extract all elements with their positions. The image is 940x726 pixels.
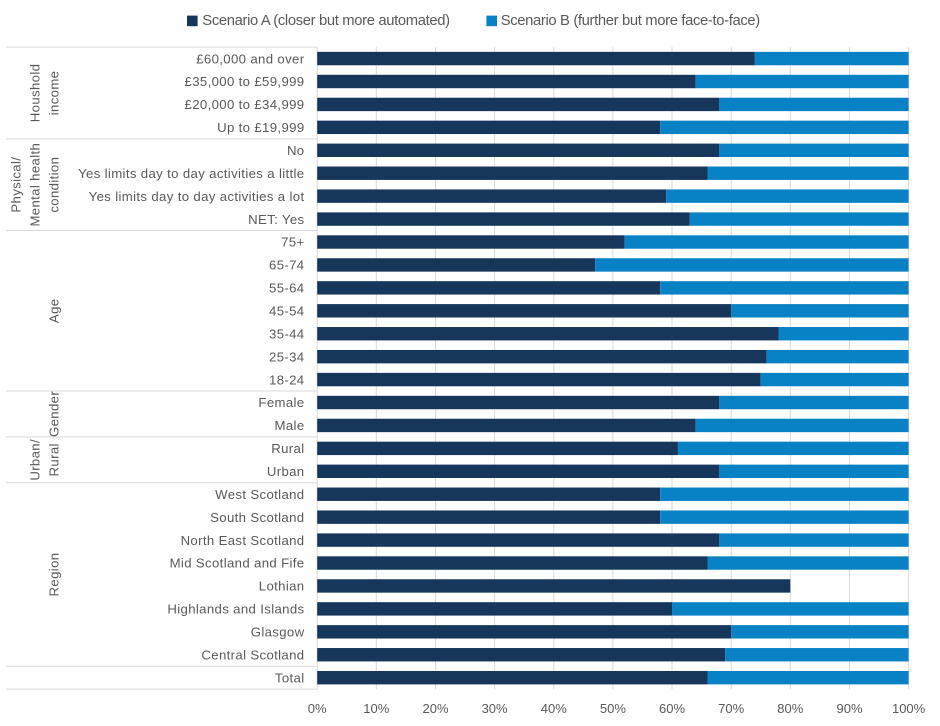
svg-text:35-44: 35-44 xyxy=(269,326,304,341)
svg-text:50%: 50% xyxy=(600,701,626,716)
svg-text:Age: Age xyxy=(47,299,62,324)
svg-text:Mental health: Mental health xyxy=(28,143,43,227)
svg-text:18-24: 18-24 xyxy=(269,372,304,387)
svg-text:45-54: 45-54 xyxy=(269,304,304,319)
svg-text:65-74: 65-74 xyxy=(269,258,304,273)
svg-text:Urban: Urban xyxy=(267,464,305,479)
svg-text:100%: 100% xyxy=(892,701,926,716)
svg-text:Highlands and Islands: Highlands and Islands xyxy=(167,602,304,617)
svg-text:£20,000 to £34,999: £20,000 to £34,999 xyxy=(185,97,305,112)
svg-text:Rural: Rural xyxy=(47,443,62,476)
svg-text:Male: Male xyxy=(275,418,305,433)
svg-text:30%: 30% xyxy=(482,701,508,716)
svg-text:NET: Yes: NET: Yes xyxy=(248,212,304,227)
svg-text:Scenario B (further but more f: Scenario B (further but more face-to-fac… xyxy=(501,13,761,29)
svg-text:Yes limits day to day activiti: Yes limits day to day activities a lot xyxy=(89,189,305,204)
svg-text:No: No xyxy=(287,143,305,158)
svg-text:80%: 80% xyxy=(777,701,803,716)
svg-text:40%: 40% xyxy=(541,701,567,716)
svg-text:Up to £19,999: Up to £19,999 xyxy=(217,120,304,135)
svg-text:Region: Region xyxy=(47,553,62,597)
svg-text:60%: 60% xyxy=(659,701,685,716)
svg-text:90%: 90% xyxy=(836,701,862,716)
svg-text:25-34: 25-34 xyxy=(269,349,304,364)
svg-text:75+: 75+ xyxy=(281,235,304,250)
svg-text:Physical/: Physical/ xyxy=(9,157,24,213)
svg-text:0%: 0% xyxy=(308,701,327,716)
svg-text:55-64: 55-64 xyxy=(269,281,304,296)
svg-text:Gender: Gender xyxy=(47,391,62,437)
svg-text:Yes limits day to day activiti: Yes limits day to day activities a littl… xyxy=(78,166,304,181)
svg-text:10%: 10% xyxy=(363,701,389,716)
svg-text:Female: Female xyxy=(258,395,304,410)
svg-text:Urban/: Urban/ xyxy=(28,439,43,481)
svg-text:Houshold: Houshold xyxy=(28,64,43,123)
svg-text:Rural: Rural xyxy=(271,441,304,456)
svg-text:Total: Total xyxy=(275,670,305,685)
svg-text:South Scotland: South Scotland xyxy=(210,510,304,525)
svg-text:£35,000 to £59,999: £35,000 to £59,999 xyxy=(185,74,305,89)
svg-text:income: income xyxy=(47,71,62,116)
svg-text:£60,000 and over: £60,000 and over xyxy=(196,51,305,66)
svg-text:Central Scotland: Central Scotland xyxy=(201,647,304,662)
svg-text:70%: 70% xyxy=(718,701,744,716)
svg-text:20%: 20% xyxy=(422,701,448,716)
svg-text:West Scotland: West Scotland xyxy=(215,487,304,502)
svg-text:Scenario A (closer but more au: Scenario A (closer but more automated) xyxy=(202,13,450,29)
svg-text:Mid Scotland and Fife: Mid Scotland and Fife xyxy=(170,556,305,571)
svg-text:Lothian: Lothian xyxy=(259,579,305,594)
svg-text:condition: condition xyxy=(47,157,62,213)
svg-text:North East Scotland: North East Scotland xyxy=(181,533,305,548)
svg-text:Glasgow: Glasgow xyxy=(251,625,305,640)
